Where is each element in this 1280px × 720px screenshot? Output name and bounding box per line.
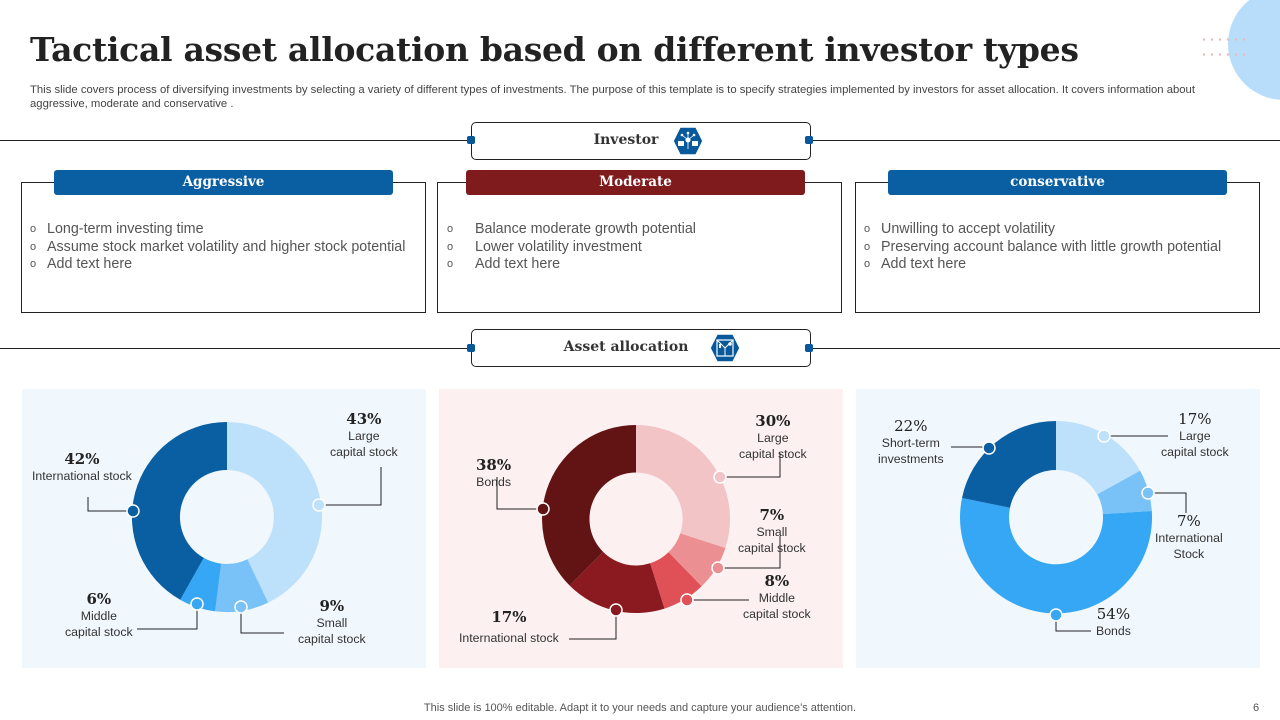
asset-allocation-section-label: Asset allocation [563, 339, 689, 355]
moderate-header: Moderate [466, 170, 805, 195]
label-short-term-investments: 22% Short-term investments [878, 417, 944, 467]
page-title: Tactical asset allocation based on diffe… [30, 30, 1079, 69]
asset-allocation-section-header: Asset allocation [471, 329, 811, 367]
donut-chart-aggressive [87, 422, 382, 634]
moderate-points: o Balance moderate growth potential o Lowe… [447, 221, 696, 274]
connector-knob-right [805, 136, 813, 144]
list-item: o Balance moderate growth potential [447, 221, 696, 237]
label-large-capital-stock: 17% Large capital stock [1161, 410, 1229, 460]
list-item: o Add text here [30, 256, 133, 273]
connector-knob-left [467, 344, 475, 352]
bullet-icon: o [447, 240, 454, 253]
connector-knob-right [805, 344, 813, 352]
aggressive-header: Aggressive [54, 170, 393, 195]
bullet-icon: o [864, 223, 871, 235]
list-item: o Long-term investing time [30, 221, 204, 237]
moderate-allocation-chart: 30% Large capital stock 38% Bonds 7% Sma… [439, 389, 843, 668]
conservative-card: o Unwilling to accept volatility o Preserv… [855, 182, 1260, 313]
list-item: o Preserving account balance with little … [864, 238, 1222, 255]
label-middle-capital-stock: 6% Middle capital stock [65, 590, 133, 640]
page-subtitle: This slide covers process of diversifyin… [30, 84, 1195, 110]
bullet-icon: o [447, 258, 454, 271]
list-item: o Lower volatility investment [447, 238, 642, 255]
label-small-capital-stock: 7% Small capital stock [738, 506, 806, 556]
aggressive-card: o Long-term investing time o Assume stock … [21, 182, 426, 313]
conservative-header: conservative [888, 170, 1227, 195]
bullet-icon: o [864, 258, 871, 271]
investor-network-icon [672, 126, 704, 156]
moderate-card: o Balance moderate growth potential o Lowe… [437, 182, 842, 313]
bullet-icon: o [864, 240, 871, 253]
page-number: 6 [1253, 702, 1260, 714]
asset-allocation-icon [709, 333, 741, 363]
investor-section-label: Investor [593, 132, 659, 148]
list-item: o Add text here [447, 256, 561, 273]
label-middle-capital-stock: 8% Middle capital stock [743, 572, 811, 622]
label-international-stock: 7% International Stock [1155, 512, 1223, 562]
label-small-capital-stock: 9% Small capital stock [298, 597, 366, 647]
donut-chart-conservative [951, 421, 1187, 632]
conservative-allocation-chart: 17% Large capital stock 22% Short-term i… [856, 389, 1260, 668]
conservative-points: o Unwilling to accept volatility o Preserv… [864, 221, 1222, 274]
decorative-dot-grid [1200, 32, 1248, 68]
bullet-icon: o [30, 258, 37, 271]
label-bonds: 38% Bonds [476, 456, 512, 490]
footer-note: This slide is 100% editable. Adapt it to… [423, 702, 857, 714]
bullet-icon: o [30, 223, 37, 235]
label-international-stock: 42% International stock [32, 450, 132, 484]
label-bonds: 54% Bonds [1096, 605, 1131, 639]
connector-knob-left [467, 136, 475, 144]
list-item: o Unwilling to accept volatility [864, 221, 1056, 237]
label-large-capital-stock: 43% Large capital stock [330, 410, 398, 460]
list-item: o Add text here [864, 256, 967, 273]
label-international-stock: 17% International stock [459, 608, 559, 646]
aggressive-allocation-chart: 43% Large capital stock 42% Internationa… [22, 389, 426, 668]
aggressive-points: o Long-term investing time o Assume stock … [30, 221, 406, 274]
donut-chart-moderate [496, 425, 781, 640]
investor-section-header: Investor [471, 122, 811, 160]
bullet-icon: o [30, 240, 37, 253]
bullet-icon: o [447, 223, 454, 235]
label-large-capital-stock: 30% Large capital stock [739, 412, 807, 462]
list-item: o Assume stock market volatility and high… [30, 238, 406, 255]
